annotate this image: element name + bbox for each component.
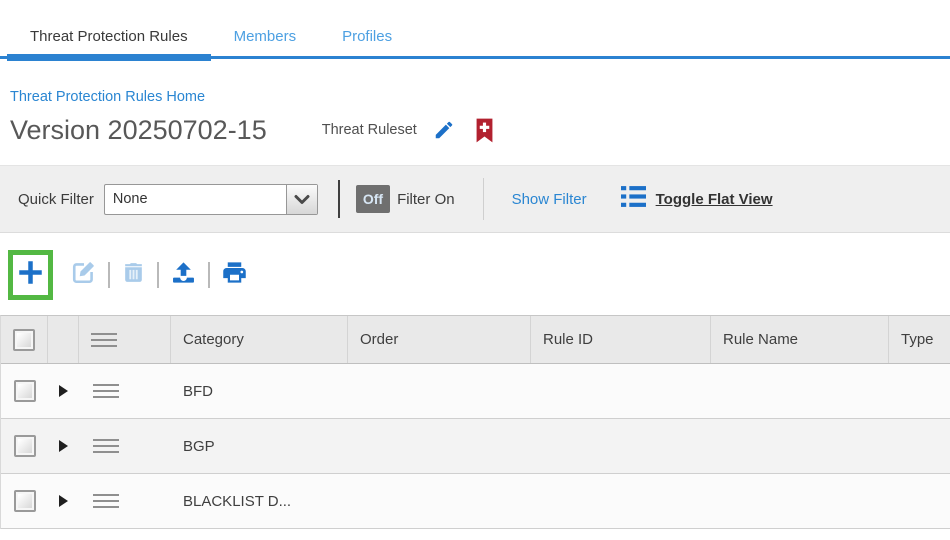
header-rule-name[interactable]: Rule Name [711,316,889,363]
table-row[interactable]: BFD [1,364,950,419]
ruleset-subtitle: Threat Ruleset [321,122,417,138]
drag-handle-icon [91,332,117,347]
row-checkbox[interactable] [13,435,36,457]
category-cell: BFD [183,382,213,400]
page-title: Version 20250702-15 [10,114,267,145]
printer-icon [221,259,248,291]
title-row: Version 20250702-15 Threat Ruleset [10,113,950,147]
header-expand-cell [48,316,79,363]
category-cell: BGP [183,437,215,455]
delete-rule-button[interactable] [121,260,146,290]
trash-icon [121,260,146,290]
drag-handle-icon[interactable] [93,494,119,508]
filter-bar: Quick Filter None Off Filter On Show Fil… [0,165,950,233]
breadcrumb-home-link[interactable]: Threat Protection Rules Home [10,89,206,105]
header-drag-cell [79,316,171,363]
filter-bar-divider [337,180,340,218]
expand-arrow-icon[interactable] [59,495,68,507]
filter-toggle-badge[interactable]: Off [355,185,391,213]
bookmark-plus-icon[interactable] [475,118,494,143]
category-cell: BLACKLIST D... [183,492,292,510]
edit-pencil-icon[interactable] [433,119,455,141]
upload-icon [170,259,197,291]
row-checkbox[interactable] [13,380,36,402]
drag-handle-icon[interactable] [93,384,119,398]
quick-filter-value: None [112,191,148,207]
table-row[interactable]: BLACKLIST D... [1,474,950,529]
header-category[interactable]: Category [171,316,348,363]
filter-bar-divider-2 [482,178,484,220]
plus-icon [17,259,44,291]
edit-rule-button[interactable] [71,259,97,290]
row-checkbox[interactable] [13,490,36,512]
print-button[interactable] [221,259,248,291]
header-order[interactable]: Order [348,316,531,363]
toggle-flat-view-label: Toggle Flat View [655,190,773,208]
toolbar-separator [108,261,110,288]
tab-bar: Threat Protection Rules Members Profiles [0,0,950,61]
chevron-down-icon[interactable] [285,184,317,214]
filter-on-label: Filter On [397,190,455,208]
upload-button[interactable] [170,259,197,291]
header-select-all-cell [1,316,48,363]
expand-arrow-icon[interactable] [59,385,68,397]
toolbar [8,246,950,303]
toolbar-separator [208,261,210,288]
tab-profiles[interactable]: Profiles [342,28,393,45]
list-icon [620,185,646,213]
edit-icon [71,259,97,290]
table-header-row: Category Order Rule ID Rule Name Type [1,316,950,364]
expand-arrow-icon[interactable] [59,440,68,452]
toolbar-separator [157,261,159,288]
select-all-checkbox[interactable] [13,328,35,351]
quick-filter-select[interactable]: None [103,183,318,215]
header-type[interactable]: Type [901,331,934,348]
quick-filter-label: Quick Filter [18,190,94,208]
drag-handle-icon[interactable] [93,439,119,453]
show-filter-link[interactable]: Show Filter [511,190,587,208]
add-rule-button[interactable] [8,249,53,300]
table-row[interactable]: BGP [1,419,950,474]
tab-members[interactable]: Members [233,28,297,45]
rules-table: Category Order Rule ID Rule Name Type BF… [0,315,950,529]
tab-threat-protection-rules[interactable]: Threat Protection Rules [7,20,211,61]
header-rule-id[interactable]: Rule ID [531,316,711,363]
toggle-flat-view-button[interactable]: Toggle Flat View [620,185,773,213]
